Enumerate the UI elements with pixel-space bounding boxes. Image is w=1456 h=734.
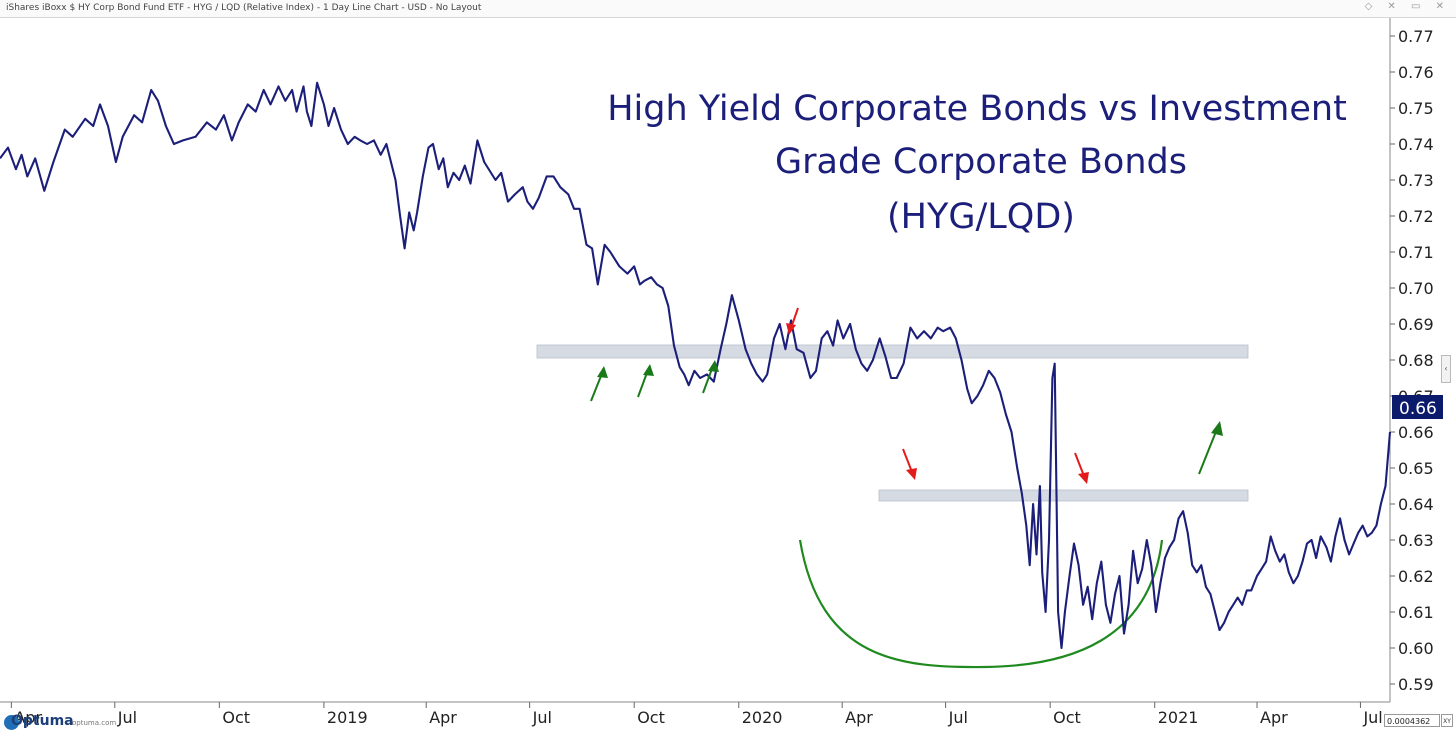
- chart-title-line-2: Grade Corporate Bonds: [775, 142, 1187, 182]
- y-tick-label: 0.66: [1398, 423, 1434, 442]
- x-tick-label: 2019: [327, 708, 368, 727]
- green-arrow-up-3: [702, 360, 719, 394]
- xy-toggle-button[interactable]: XY: [1441, 714, 1453, 727]
- red-arrow-down-3: [1074, 452, 1089, 484]
- optuma-logo-mark: [4, 715, 19, 730]
- x-tick-label: Apr: [845, 708, 873, 727]
- x-tick-label: Oct: [1053, 708, 1081, 727]
- y-tick-label: 0.72: [1398, 207, 1434, 226]
- x-tick-label: Oct: [222, 708, 250, 727]
- window-title: iShares iBoxx $ HY Corp Bond Fund ETF - …: [6, 3, 482, 13]
- x-tick-label: Jul: [948, 708, 968, 727]
- rounding-bottom-arc: [798, 539, 1164, 669]
- y-tick-label: 0.65: [1398, 459, 1434, 478]
- chart-title: High Yield Corporate Bonds vs Investment…: [607, 89, 1347, 237]
- chart-title-line-3: (HYG/LQD): [887, 197, 1075, 237]
- x-tick-label: Jul: [532, 708, 552, 727]
- window-controls[interactable]: ◇ ✕ ▭ ✕: [1364, 1, 1450, 12]
- y-tick-label: 0.59: [1398, 675, 1434, 694]
- y-tick-label: 0.74: [1398, 135, 1434, 154]
- y-tick-label: 0.62: [1398, 567, 1434, 586]
- optuma-url: optuma.com: [72, 719, 117, 727]
- y-tick-label: 0.71: [1398, 243, 1434, 262]
- red-arrow-down-2: [902, 448, 917, 480]
- x-tick-label: Apr: [14, 708, 42, 727]
- green-arrow-up-1: [590, 366, 608, 402]
- y-tick-label: 0.61: [1398, 603, 1434, 622]
- x-axis-ticks: Apr Jul Oct 2019 Apr Jul Oct 2020 Apr Jul Oct 2021 A…: [10, 702, 1383, 727]
- plot-background: [0, 18, 1390, 702]
- y-tick-label: 0.68: [1398, 351, 1434, 370]
- x-tick-label: Jul: [1362, 708, 1382, 727]
- resistance-zone-lower: [878, 489, 1249, 502]
- last-price-badge-bg: [1392, 395, 1443, 419]
- annotation-arrows: [590, 307, 1223, 484]
- y-tick-label: 0.60: [1398, 639, 1434, 658]
- y-tick-label: 0.64: [1398, 495, 1434, 514]
- y-tick-label: 0.73: [1398, 171, 1434, 190]
- y-tick-label: 0.75: [1398, 99, 1434, 118]
- chart-title-line-1: High Yield Corporate Bonds vs Investment: [607, 89, 1347, 129]
- y-axis-ticks: 0.77 0.76 0.75 0.74 0.73 0.72 0.71 0.70 0.69 0.68…: [1390, 27, 1434, 694]
- x-tick-label: 2020: [742, 708, 783, 727]
- x-tick-label: Oct: [637, 708, 665, 727]
- y-tick-label: 0.76: [1398, 63, 1434, 82]
- optuma-logo-text: Optuma: [11, 713, 74, 729]
- y-tick-label: 0.63: [1398, 531, 1434, 550]
- resistance-zone-upper: [536, 344, 1249, 359]
- x-tick-label: 2021: [1158, 708, 1199, 727]
- window-titlebar: iShares iBoxx $ HY Corp Bond Fund ETF - …: [0, 0, 1456, 18]
- green-arrow-up-4: [1198, 421, 1223, 475]
- green-arrow-up-2: [637, 364, 654, 398]
- red-arrow-down-1: [786, 307, 799, 335]
- x-tick-label: Apr: [1260, 708, 1288, 727]
- last-price-badge: 0.66: [1392, 395, 1443, 419]
- x-tick-label: Jul: [117, 708, 137, 727]
- last-price-value: 0.66: [1399, 399, 1437, 419]
- x-tick-label: Apr: [429, 708, 457, 727]
- y-tick-label: 0.69: [1398, 315, 1434, 334]
- y-tick-label: 0.70: [1398, 279, 1434, 298]
- series-line: [0, 81, 1392, 650]
- axis-collapse-tab[interactable]: ‹: [1441, 355, 1451, 383]
- cursor-readout[interactable]: 0.0004362: [1384, 714, 1440, 727]
- plot-area: [0, 18, 1391, 703]
- y-tick-label: 0.77: [1398, 27, 1434, 46]
